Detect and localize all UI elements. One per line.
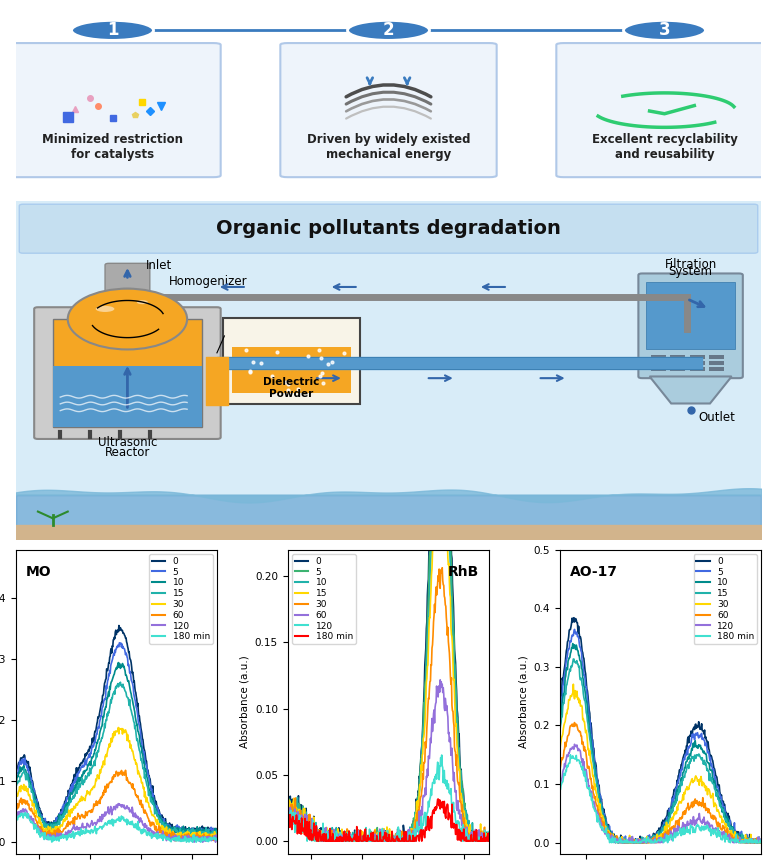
FancyBboxPatch shape bbox=[105, 263, 150, 293]
Text: Organic pollutants degradation: Organic pollutants degradation bbox=[216, 219, 561, 238]
Text: 1: 1 bbox=[106, 22, 118, 40]
Text: Reactor: Reactor bbox=[105, 446, 150, 459]
Text: Excellent recyclability
and reusability: Excellent recyclability and reusability bbox=[591, 133, 737, 161]
Circle shape bbox=[623, 21, 706, 41]
FancyBboxPatch shape bbox=[709, 356, 724, 359]
FancyBboxPatch shape bbox=[16, 201, 761, 539]
FancyBboxPatch shape bbox=[19, 205, 758, 253]
FancyBboxPatch shape bbox=[223, 318, 361, 404]
FancyBboxPatch shape bbox=[34, 307, 221, 439]
Y-axis label: Absorbance (a.u.): Absorbance (a.u.) bbox=[239, 656, 249, 748]
FancyBboxPatch shape bbox=[671, 368, 685, 371]
FancyBboxPatch shape bbox=[709, 362, 724, 365]
FancyBboxPatch shape bbox=[690, 362, 705, 365]
Text: MO: MO bbox=[26, 564, 51, 579]
FancyBboxPatch shape bbox=[232, 347, 351, 394]
Circle shape bbox=[71, 21, 154, 41]
FancyBboxPatch shape bbox=[690, 368, 705, 371]
Text: Outlet: Outlet bbox=[698, 411, 735, 424]
Text: System: System bbox=[668, 265, 713, 278]
Circle shape bbox=[642, 104, 687, 116]
Ellipse shape bbox=[96, 306, 114, 312]
Circle shape bbox=[616, 98, 713, 122]
Y-axis label: Absorbance (a.u.): Absorbance (a.u.) bbox=[518, 656, 528, 748]
Text: RhB: RhB bbox=[448, 564, 479, 579]
Text: Filtration: Filtration bbox=[664, 258, 716, 271]
FancyBboxPatch shape bbox=[53, 366, 202, 427]
Ellipse shape bbox=[68, 288, 187, 350]
Legend: 0, 5, 10, 15, 30, 60, 120, 180 min: 0, 5, 10, 15, 30, 60, 120, 180 min bbox=[694, 554, 757, 644]
Text: 3: 3 bbox=[659, 22, 671, 40]
Circle shape bbox=[347, 21, 430, 41]
FancyBboxPatch shape bbox=[651, 368, 666, 371]
FancyBboxPatch shape bbox=[556, 43, 772, 177]
Text: Ultrasonic: Ultrasonic bbox=[98, 436, 157, 449]
Ellipse shape bbox=[137, 300, 148, 304]
FancyBboxPatch shape bbox=[690, 356, 705, 359]
Text: AO-17: AO-17 bbox=[570, 564, 618, 579]
FancyBboxPatch shape bbox=[651, 362, 666, 365]
FancyBboxPatch shape bbox=[53, 319, 202, 427]
Polygon shape bbox=[650, 376, 732, 404]
Legend: 0, 5, 10, 15, 30, 60, 120, 180 min: 0, 5, 10, 15, 30, 60, 120, 180 min bbox=[292, 554, 356, 644]
FancyBboxPatch shape bbox=[280, 43, 497, 177]
FancyBboxPatch shape bbox=[651, 356, 666, 359]
FancyBboxPatch shape bbox=[639, 274, 743, 378]
FancyBboxPatch shape bbox=[671, 356, 685, 359]
Text: Dielectric
Powder: Dielectric Powder bbox=[263, 377, 319, 399]
Text: 2: 2 bbox=[383, 22, 394, 40]
Text: Minimized restriction
for catalysts: Minimized restriction for catalysts bbox=[42, 133, 183, 161]
FancyBboxPatch shape bbox=[709, 368, 724, 371]
Text: Driven by widely existed
mechanical energy: Driven by widely existed mechanical ener… bbox=[307, 133, 470, 161]
Text: Homogenizer: Homogenizer bbox=[169, 275, 247, 288]
Text: Inlet: Inlet bbox=[146, 259, 172, 272]
Legend: 0, 5, 10, 15, 30, 60, 120, 180 min: 0, 5, 10, 15, 30, 60, 120, 180 min bbox=[149, 554, 213, 644]
FancyBboxPatch shape bbox=[671, 362, 685, 365]
FancyBboxPatch shape bbox=[5, 43, 221, 177]
FancyBboxPatch shape bbox=[646, 282, 735, 350]
